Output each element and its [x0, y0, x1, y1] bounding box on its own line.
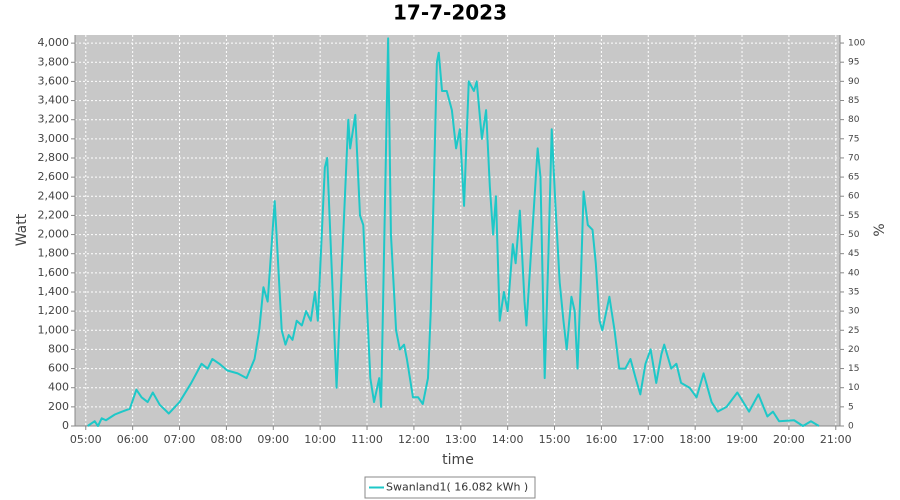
y-tick-label: 200 — [48, 400, 69, 413]
y2-tick-label: 55 — [848, 211, 859, 221]
y-tick-label: 1,200 — [38, 304, 70, 317]
y2-tick-label: 0 — [848, 422, 854, 432]
x-tick-label: 17:00 — [632, 433, 664, 446]
x-tick-label: 05:00 — [70, 433, 102, 446]
y2-tick-label: 20 — [848, 345, 860, 355]
y2-tick-label: 65 — [848, 173, 859, 183]
y-tick-label: 2,600 — [38, 170, 70, 183]
plot-area — [75, 35, 840, 426]
y2-tick-label: 75 — [848, 134, 859, 144]
y-tick-label: 3,800 — [38, 55, 70, 68]
y-tick-label: 1,400 — [38, 285, 70, 298]
x-tick-label: 18:00 — [679, 433, 711, 446]
y2-tick-label: 95 — [848, 58, 859, 68]
y2-tick-label: 60 — [848, 192, 860, 202]
y2-tick-label: 85 — [848, 96, 859, 106]
x-tick-label: 13:00 — [445, 433, 477, 446]
y-tick-label: 4,000 — [38, 36, 70, 49]
y-tick-label: 800 — [48, 342, 69, 355]
y-tick-label: 0 — [62, 419, 69, 432]
y-tick-label: 1,600 — [38, 266, 70, 279]
y2-tick-label: 100 — [848, 39, 865, 49]
y-tick-label: 2,400 — [38, 189, 70, 202]
y-tick-label: 2,800 — [38, 151, 70, 164]
y-tick-label: 1,800 — [38, 247, 70, 260]
y-tick-label: 1,000 — [38, 323, 70, 336]
y-tick-label: 2,000 — [38, 228, 70, 241]
y2-tick-label: 80 — [848, 115, 860, 125]
x-tick-label: 07:00 — [164, 433, 196, 446]
legend-box — [364, 476, 536, 499]
x-tick-label: 08:00 — [211, 433, 243, 446]
y-tick-label: 3,000 — [38, 132, 70, 145]
x-tick-label: 15:00 — [539, 433, 571, 446]
y-tick-label: 400 — [48, 381, 69, 394]
y2-tick-label: 70 — [848, 153, 860, 163]
x-tick-label: 19:00 — [726, 433, 758, 446]
y2-axis-title: % — [872, 223, 888, 236]
y2-tick-label: 30 — [848, 307, 860, 317]
x-tick-label: 20:00 — [773, 433, 805, 446]
y2-tick-label: 10 — [848, 383, 860, 393]
y-tick-label: 2,200 — [38, 208, 70, 221]
legend-label: Swanland1( 16.082 kWh ) — [386, 481, 528, 494]
x-tick-label: 10:00 — [304, 433, 336, 446]
y2-tick-label: 50 — [848, 230, 860, 240]
x-tick-label: 14:00 — [492, 433, 524, 446]
x-tick-label: 06:00 — [117, 433, 149, 446]
x-tick-label: 11:00 — [351, 433, 383, 446]
chart-title: 17-7-2023 — [393, 1, 507, 25]
y-tick-label: 600 — [48, 362, 69, 375]
grid-layer — [75, 35, 840, 427]
y-tick-label: 3,400 — [38, 94, 70, 107]
y2-tick-label: 40 — [848, 268, 860, 278]
x-tick-label: 12:00 — [398, 433, 430, 446]
x-tick-label: 21:00 — [820, 433, 852, 446]
y2-tick-label: 25 — [848, 326, 859, 336]
y-tick-label: 3,600 — [38, 74, 70, 87]
y2-tick-label: 45 — [848, 249, 859, 259]
y-axis-title: Watt — [14, 213, 30, 246]
y2-tick-label: 35 — [848, 287, 859, 297]
x-tick-label: 09:00 — [257, 433, 289, 446]
data-line — [87, 37, 820, 427]
y2-tick-label: 15 — [848, 364, 859, 374]
y2-tick-label: 90 — [848, 77, 860, 87]
y-tick-label: 3,200 — [38, 113, 70, 126]
x-axis-title: time — [442, 452, 474, 468]
x-tick-label: 16:00 — [586, 433, 618, 446]
y2-tick-label: 5 — [848, 402, 854, 412]
